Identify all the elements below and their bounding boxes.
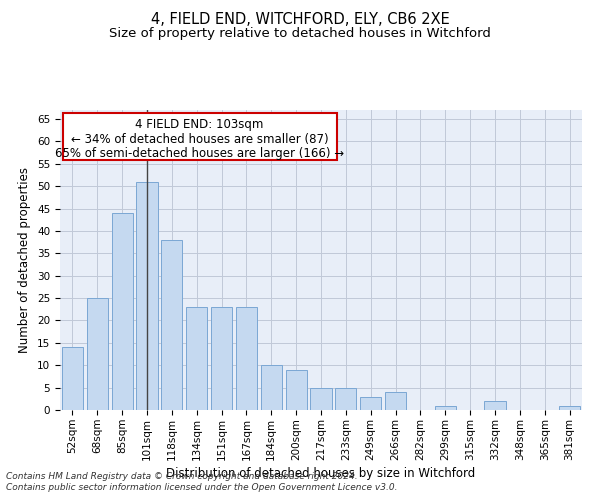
Text: Size of property relative to detached houses in Witchford: Size of property relative to detached ho… xyxy=(109,28,491,40)
Bar xyxy=(211,307,232,410)
Bar xyxy=(261,365,282,410)
Bar xyxy=(310,388,332,410)
FancyBboxPatch shape xyxy=(62,113,337,160)
Bar xyxy=(385,392,406,410)
Bar xyxy=(186,307,207,410)
X-axis label: Distribution of detached houses by size in Witchford: Distribution of detached houses by size … xyxy=(166,466,476,479)
Bar xyxy=(112,213,133,410)
Bar xyxy=(236,307,257,410)
Bar xyxy=(87,298,108,410)
Bar xyxy=(335,388,356,410)
Text: Contains public sector information licensed under the Open Government Licence v3: Contains public sector information licen… xyxy=(6,484,398,492)
Bar xyxy=(286,370,307,410)
Text: 65% of semi-detached houses are larger (166) →: 65% of semi-detached houses are larger (… xyxy=(55,148,344,160)
Bar xyxy=(484,401,506,410)
Y-axis label: Number of detached properties: Number of detached properties xyxy=(19,167,31,353)
Bar xyxy=(62,348,83,410)
Text: 4 FIELD END: 103sqm: 4 FIELD END: 103sqm xyxy=(136,118,264,131)
Text: Contains HM Land Registry data © Crown copyright and database right 2024.: Contains HM Land Registry data © Crown c… xyxy=(6,472,358,481)
Bar xyxy=(360,396,381,410)
Bar xyxy=(136,182,158,410)
Text: 4, FIELD END, WITCHFORD, ELY, CB6 2XE: 4, FIELD END, WITCHFORD, ELY, CB6 2XE xyxy=(151,12,449,28)
Bar xyxy=(161,240,182,410)
Bar xyxy=(559,406,580,410)
Bar xyxy=(435,406,456,410)
Text: ← 34% of detached houses are smaller (87): ← 34% of detached houses are smaller (87… xyxy=(71,134,328,146)
